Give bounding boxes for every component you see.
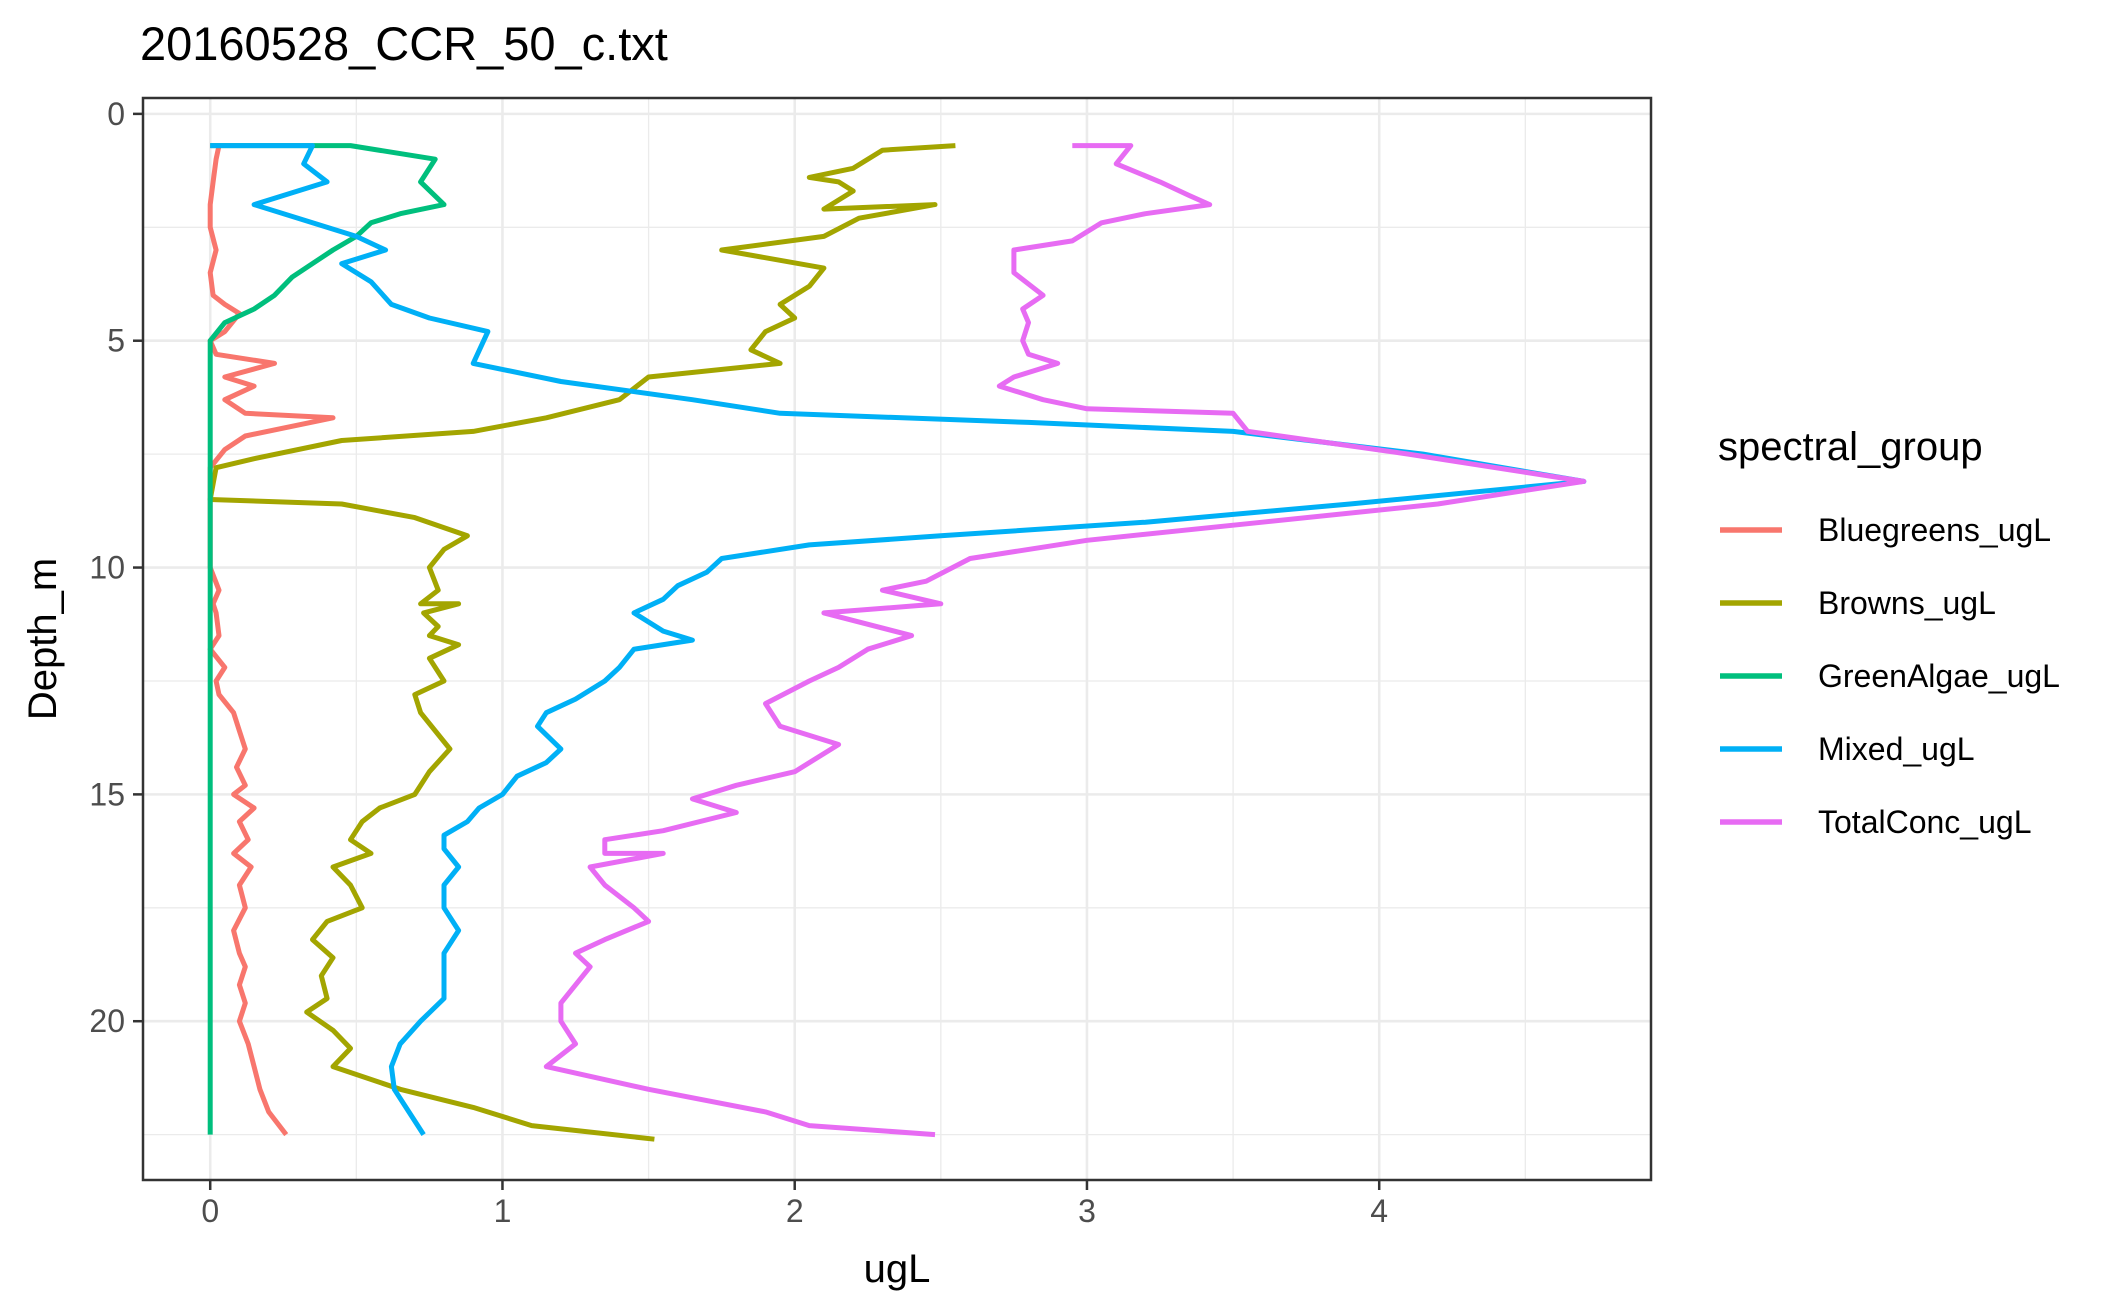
legend-label: GreenAlgae_ugL bbox=[1818, 658, 2060, 694]
x-tick-label: 0 bbox=[201, 1193, 219, 1229]
y-tick-label: 5 bbox=[107, 323, 125, 359]
x-tick-label: 3 bbox=[1078, 1193, 1096, 1229]
series-lines bbox=[207, 143, 1587, 1142]
legend-label: Bluegreens_ugL bbox=[1818, 512, 2051, 548]
y-axis: 0 5 10 15 20 bbox=[89, 96, 143, 1039]
x-tick-label: 4 bbox=[1370, 1193, 1388, 1229]
legend-label: Browns_ugL bbox=[1818, 585, 1996, 621]
legend-title: spectral_group bbox=[1718, 425, 1983, 469]
y-axis-title: Depth_m bbox=[21, 558, 65, 720]
series-line-mixed-ugl bbox=[210, 143, 1587, 1136]
series-line-greenalgae-ugl bbox=[207, 143, 447, 1135]
plot-border bbox=[141, 96, 1653, 1182]
series-line-browns-ugl bbox=[207, 143, 956, 1142]
series-line-totalconc-ugl bbox=[543, 143, 1587, 1138]
x-axis: 0 1 2 3 4 bbox=[201, 1180, 1388, 1229]
legend-label: TotalConc_ugL bbox=[1818, 804, 2031, 840]
y-tick-label: 10 bbox=[89, 550, 125, 586]
y-tick-label: 20 bbox=[89, 1003, 125, 1039]
chart-title: 20160528_CCR_50_c.txt bbox=[140, 17, 668, 70]
x-tick-label: 1 bbox=[494, 1193, 512, 1229]
x-axis-title: ugL bbox=[864, 1247, 931, 1291]
y-tick-label: 15 bbox=[89, 776, 125, 812]
x-tick-label: 2 bbox=[786, 1193, 804, 1229]
legend-label: Mixed_ugL bbox=[1818, 731, 1975, 767]
legend: Bluegreens_ugL Browns_ugL GreenAlgae_ugL Mi… bbox=[1720, 512, 2060, 840]
y-tick-label: 0 bbox=[107, 96, 125, 132]
